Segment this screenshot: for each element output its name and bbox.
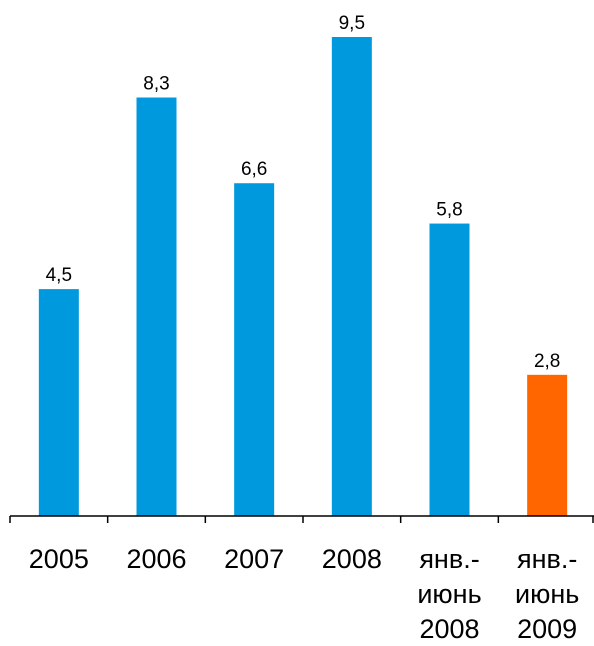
category-label-1-line-0: 2006 (126, 544, 186, 574)
x-axis-ticks (9, 516, 594, 523)
category-label-5-line-0: янв.- (517, 544, 577, 574)
bar-2 (234, 183, 275, 516)
value-label-5: 2,8 (534, 351, 560, 372)
category-label-2: 2007 (224, 544, 284, 574)
category-label-0: 2005 (29, 544, 89, 574)
category-label-3: 2008 (322, 544, 382, 574)
category-label-4-line-2: 2008 (419, 614, 479, 644)
category-label-3-line-0: 2008 (322, 544, 382, 574)
category-label-5-line-1: июнь (515, 579, 579, 609)
category-label-2-line-0: 2007 (224, 544, 284, 574)
category-label-1: 2006 (126, 544, 186, 574)
bar-5 (527, 374, 568, 516)
value-label-0: 4,5 (46, 265, 72, 286)
bars-group (38, 37, 568, 517)
value-label-2: 6,6 (241, 159, 267, 180)
bar-0 (38, 289, 79, 516)
category-label-4-line-1: июнь (417, 579, 481, 609)
bar-3 (331, 37, 372, 516)
value-label-1: 8,3 (143, 74, 169, 95)
category-label-4: янв.- июнь 2008 (417, 544, 481, 644)
category-labels-group: 2005 2006 2007 2008 янв.- июнь 2008 янв.- июнь 20… (29, 544, 580, 644)
value-labels-group: 4,5 8,3 6,6 9,5 5,8 2,8 (46, 13, 561, 372)
category-label-0-line-0: 2005 (29, 544, 89, 574)
value-label-3: 9,5 (339, 13, 365, 34)
bar-1 (136, 97, 177, 517)
category-label-5-line-2: 2009 (517, 614, 577, 644)
category-label-5: янв.- июнь 2009 (515, 544, 579, 644)
bar-4 (429, 223, 470, 516)
category-label-4-line-0: янв.- (419, 544, 479, 574)
value-label-4: 5,8 (436, 200, 462, 221)
